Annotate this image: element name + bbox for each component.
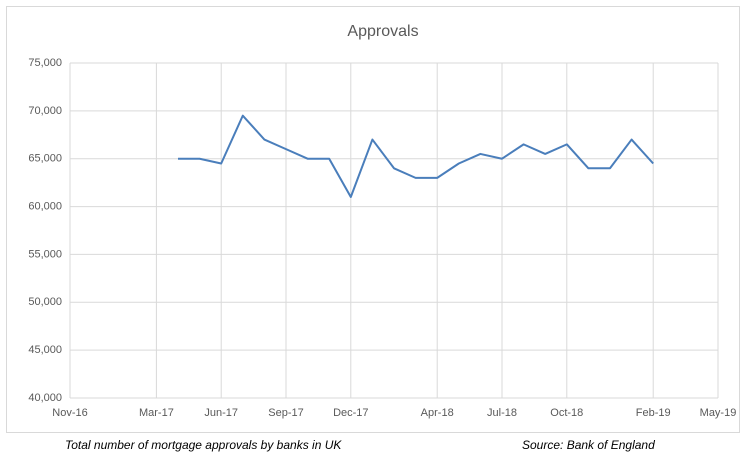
x-tick-label: Oct-18 (550, 407, 583, 419)
y-tick-label: 60,000 (28, 200, 62, 212)
x-tick-label: Mar-17 (139, 407, 174, 419)
caption: Total number of mortgage approvals by ba… (65, 438, 342, 452)
y-tick-label: 65,000 (28, 153, 62, 165)
line-series (178, 114, 654, 198)
x-tick-label: Jul-18 (487, 407, 517, 419)
x-tick-label: Sep-17 (268, 407, 303, 419)
x-tick-label: Dec-17 (333, 407, 368, 419)
chart-frame (6, 6, 740, 433)
y-tick-label: 40,000 (28, 392, 62, 404)
y-tick-label: 70,000 (28, 105, 62, 117)
y-tick-label: 75,000 (28, 57, 62, 69)
y-tick-label: 50,000 (28, 296, 62, 308)
y-tick-label: 55,000 (28, 248, 62, 260)
x-tick-label: Apr-18 (421, 407, 454, 419)
x-tick-label: May-19 (700, 407, 737, 419)
source: Source: Bank of England (522, 438, 655, 452)
chart-title: Approvals (347, 23, 418, 40)
x-tick-label: Feb-19 (636, 407, 671, 419)
x-tick-label: Nov-16 (52, 407, 87, 419)
x-tick-label: Jun-17 (204, 407, 238, 419)
y-tick-label: 45,000 (28, 344, 62, 356)
